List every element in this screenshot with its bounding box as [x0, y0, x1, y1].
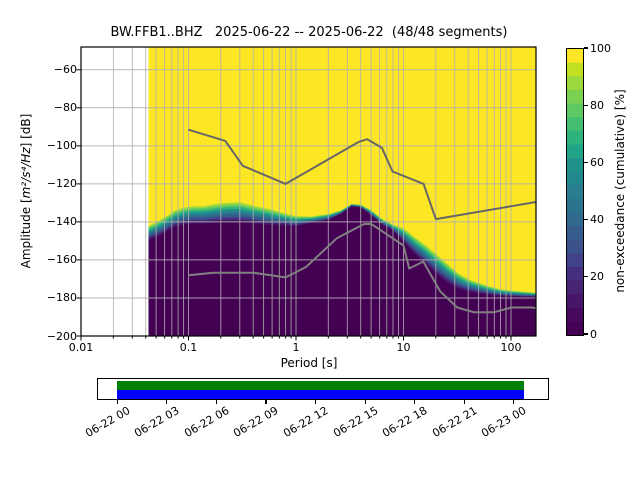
- y-axis-label-suffix: ] [dB]: [19, 113, 33, 148]
- y-axis-label-prefix: Amplitude [: [19, 198, 33, 269]
- y-tick-label: −100: [46, 139, 77, 153]
- timeline-tick: [166, 400, 168, 404]
- colorbar-tick-label: 40: [590, 213, 604, 227]
- axes-border: [80, 46, 537, 337]
- colorbar-tick: [584, 104, 588, 106]
- y-axis-label: Amplitude [m²/s⁴/Hz] [dB]: [19, 114, 33, 269]
- colorbar-tick-label: 20: [590, 270, 604, 284]
- x-tick-label: 10: [396, 341, 411, 354]
- colorbar-label: non-exceedance (cumulative) [%]: [613, 89, 627, 293]
- y-tick-label: −180: [46, 291, 77, 305]
- timeline-tick: [364, 400, 366, 404]
- colorbar-tick-label: 0: [590, 327, 597, 341]
- colorbar-tick: [584, 276, 588, 278]
- nhnm-line: [188, 128, 537, 221]
- y-tick-label: −60: [53, 63, 77, 77]
- y-tick-label: −80: [53, 101, 77, 115]
- colorbar-tick: [584, 47, 588, 49]
- y-tick-label: −200: [46, 329, 77, 343]
- y-tick-label: −160: [46, 253, 77, 267]
- colorbar-tick-label: 80: [590, 98, 604, 112]
- nlnm-line: [188, 223, 537, 314]
- histogram-0pct-region: [148, 206, 536, 336]
- coverage-timeline-box: [97, 378, 549, 400]
- coverage-data-bar: [117, 390, 524, 399]
- main-plot-svg: [76, 46, 537, 341]
- x-tick-label: 100: [500, 341, 522, 354]
- x-axis-label: Period [s]: [280, 356, 338, 370]
- x-tick-label: 0.01: [68, 341, 94, 354]
- timeline-tick: [265, 400, 267, 404]
- timeline-tick: [513, 400, 515, 404]
- y-tick-label: −120: [46, 177, 77, 191]
- colorbar-tick-label: 100: [590, 41, 611, 55]
- y-axis-label-units: m²/s⁴/Hz: [19, 147, 33, 199]
- colorbar-tick: [584, 161, 588, 163]
- timeline-tick: [463, 400, 465, 404]
- colorbar-tick-label: 60: [590, 155, 604, 169]
- coverage-used-bar: [117, 381, 524, 391]
- x-tick-label: 1: [292, 341, 300, 354]
- timeline-tick: [315, 400, 317, 404]
- colorbar-tick: [584, 219, 588, 221]
- timeline-tick: [116, 400, 118, 404]
- colorbar-tick: [584, 333, 588, 335]
- timeline-tick: [414, 400, 416, 404]
- y-tick-label: −140: [46, 215, 77, 229]
- x-tick-label: 0.1: [179, 341, 198, 354]
- timeline-tick: [215, 400, 218, 404]
- plot-title: BW.FFB1..BHZ 2025-06-22 -- 2025-06-22 (4…: [110, 25, 508, 40]
- colorbar: [566, 48, 584, 336]
